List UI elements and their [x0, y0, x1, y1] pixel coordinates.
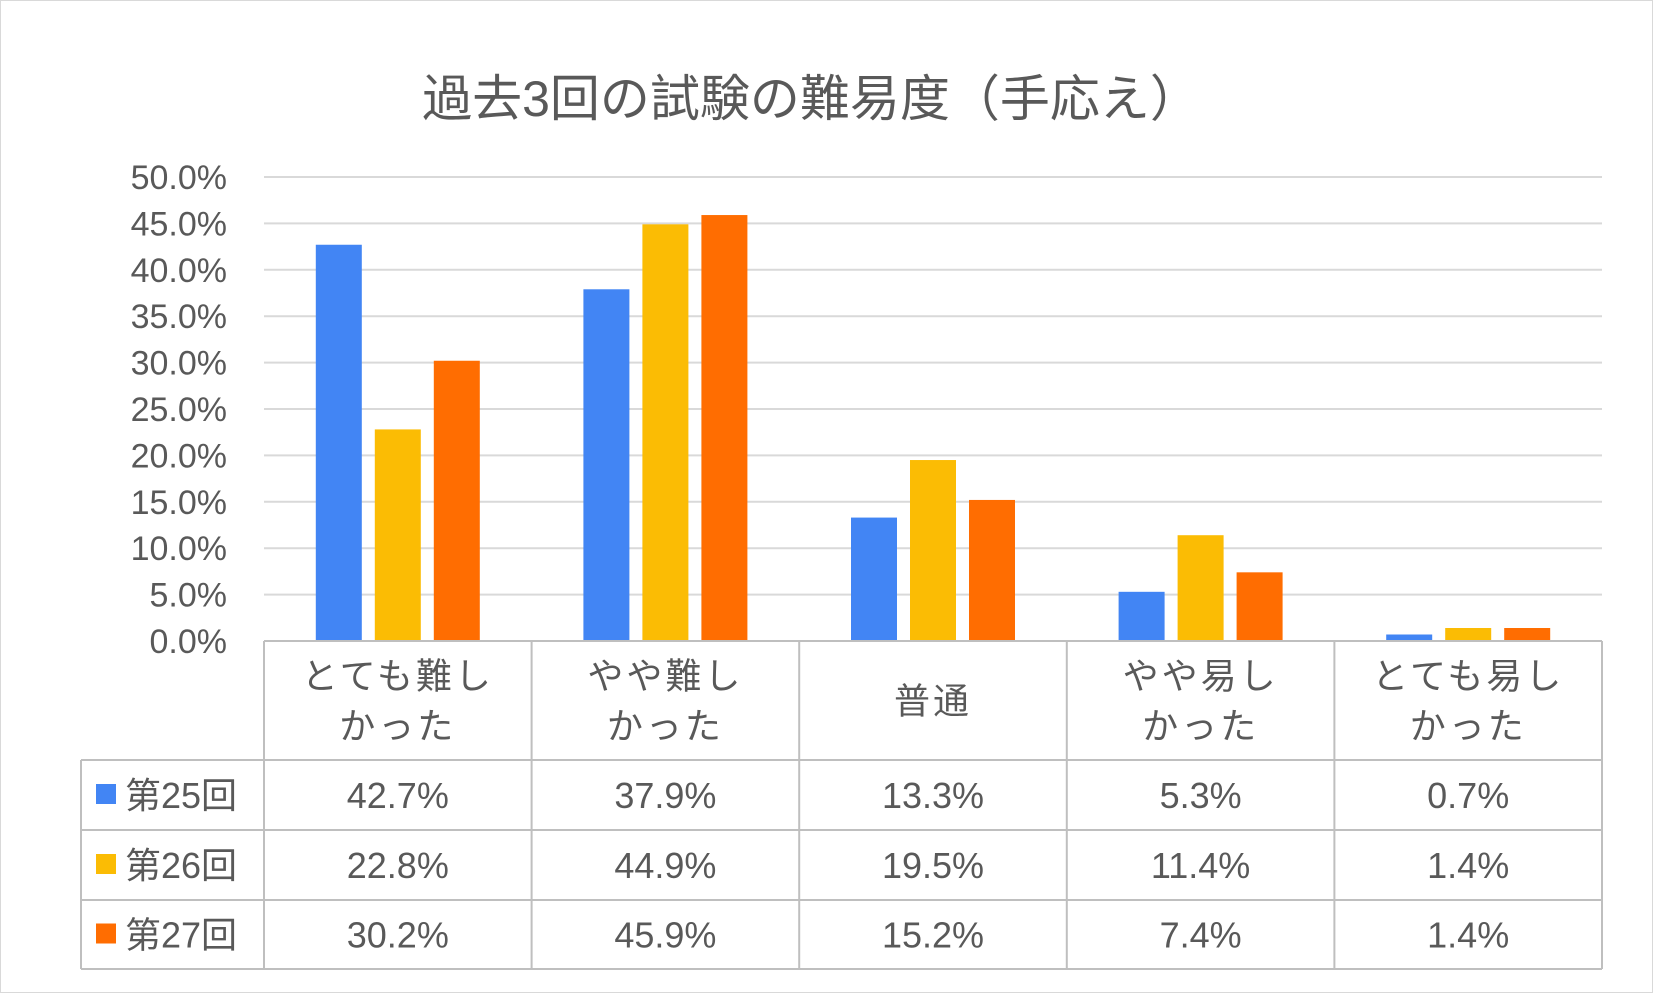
bar	[1118, 591, 1165, 641]
y-tick-label: 30.0%	[131, 345, 227, 383]
y-tick-label: 25.0%	[131, 391, 227, 429]
series-name: 第27回	[125, 915, 237, 956]
data-value-label: 22.8%	[347, 845, 449, 886]
category-label: やや易し	[1123, 656, 1279, 697]
category-label: かった	[1410, 706, 1527, 747]
series-name: 第25回	[125, 775, 237, 816]
bar	[433, 360, 480, 641]
bar	[1177, 535, 1224, 641]
data-value-label: 13.3%	[882, 775, 984, 816]
category-label: かった	[339, 706, 456, 747]
bar	[969, 499, 1015, 641]
category-label: やや難し	[587, 656, 743, 697]
y-tick-label: 10.0%	[131, 530, 227, 568]
chart-title: 過去3回の試験の難易度（手応え）	[422, 71, 1200, 127]
bar	[910, 460, 956, 641]
y-tick-label: 50.0%	[131, 159, 227, 197]
bar	[642, 224, 689, 641]
bar	[1236, 572, 1283, 641]
y-tick-label: 15.0%	[131, 484, 227, 522]
bar	[374, 429, 421, 641]
category-label: とても易し	[1372, 656, 1564, 697]
data-value-label: 7.4%	[1160, 915, 1242, 956]
data-value-label: 5.3%	[1160, 775, 1242, 816]
data-value-label: 44.9%	[614, 845, 716, 886]
data-value-label: 19.5%	[882, 845, 984, 886]
bar	[851, 517, 897, 641]
category-label: かった	[1142, 706, 1259, 747]
data-value-label: 11.4%	[1151, 845, 1250, 886]
bar	[583, 289, 630, 641]
data-value-label: 30.2%	[347, 915, 449, 956]
legend-key	[96, 923, 116, 944]
legend-key	[96, 854, 116, 874]
bars	[315, 215, 1551, 641]
y-tick-label: 20.0%	[131, 437, 227, 475]
y-axis-tick-labels: 0.0% 5.0% 10.0% 15.0% 20.0% 25.0% 30.0% 35.0% 40…	[131, 159, 227, 661]
data-value-label: 1.4%	[1427, 845, 1509, 886]
category-label: 普通	[894, 681, 972, 722]
data-value-label: 42.7%	[347, 775, 449, 816]
data-value-label: 37.9%	[614, 775, 716, 816]
bar	[315, 244, 362, 641]
bar	[1504, 628, 1551, 641]
y-tick-label: 45.0%	[131, 205, 227, 243]
y-tick-label: 5.0%	[150, 577, 228, 615]
y-tick-label: 0.0%	[150, 623, 228, 661]
category-label: とても難し	[302, 656, 494, 697]
y-tick-label: 40.0%	[131, 252, 227, 290]
data-value-label: 15.2%	[882, 915, 984, 956]
data-value-label: 1.4%	[1427, 915, 1509, 956]
data-value-label: 45.9%	[614, 915, 716, 956]
bar	[1386, 634, 1433, 641]
bar	[1445, 628, 1492, 641]
legend-key	[96, 784, 116, 804]
bar	[701, 215, 748, 641]
data-value-label: 0.7%	[1427, 775, 1509, 816]
gridlines	[264, 176, 1602, 596]
series-name: 第26回	[125, 845, 237, 886]
category-label: かった	[607, 706, 724, 747]
y-tick-label: 35.0%	[131, 298, 227, 336]
